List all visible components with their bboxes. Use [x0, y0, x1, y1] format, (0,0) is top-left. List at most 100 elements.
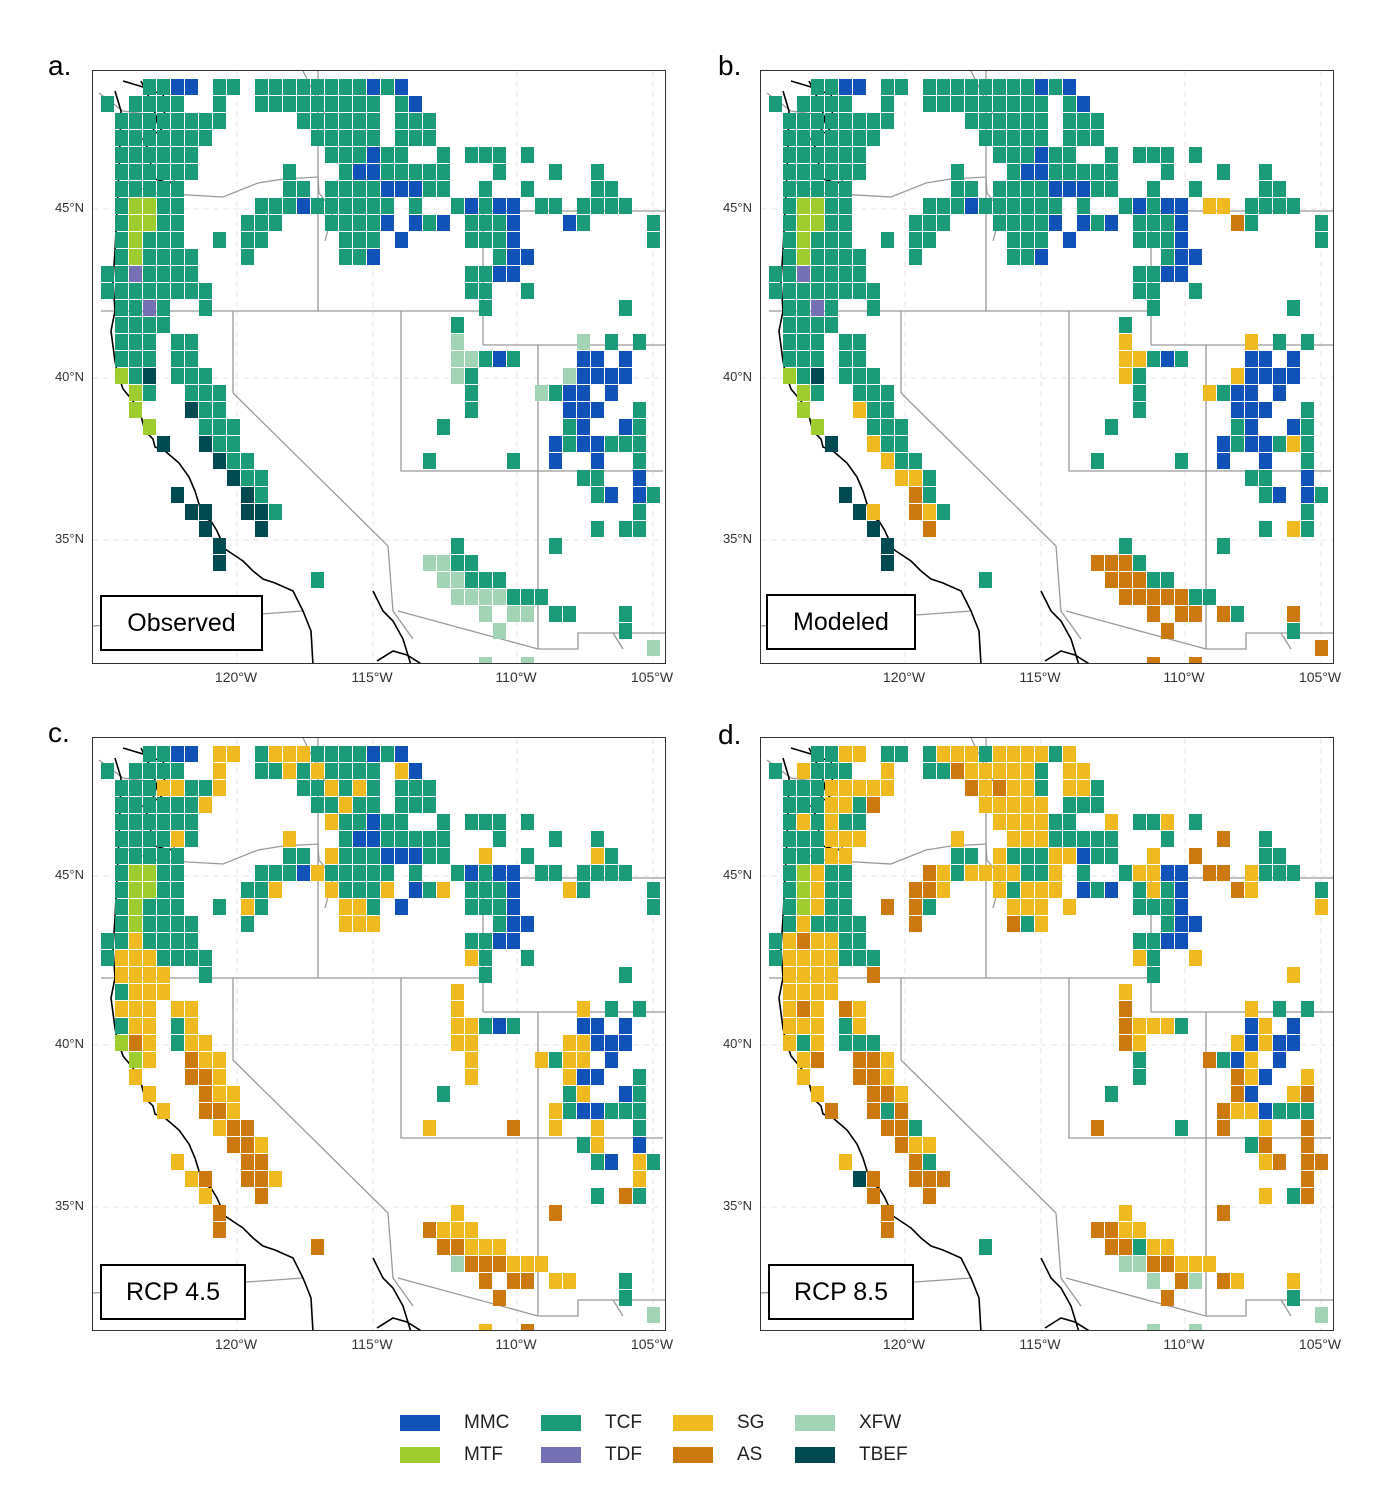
- grid-cell: [353, 164, 366, 180]
- grid-cell: [619, 1035, 632, 1051]
- grid-cell: [115, 300, 128, 316]
- grid-cell: [633, 1069, 646, 1085]
- grid-cell: [171, 351, 184, 367]
- grid-cell: [993, 882, 1006, 898]
- grid-cell: [1245, 1052, 1258, 1068]
- grid-cell: [1119, 334, 1132, 350]
- grid-cell: [157, 130, 170, 146]
- grid-cell: [881, 763, 894, 779]
- grid-cell: [825, 967, 838, 983]
- grid-cell: [171, 797, 184, 813]
- grid-cell: [577, 215, 590, 231]
- grid-cell: [839, 916, 852, 932]
- grid-cell: [1203, 1052, 1216, 1068]
- grid-cell: [297, 198, 310, 214]
- grid-cell: [409, 96, 422, 112]
- grid-cell: [1287, 300, 1300, 316]
- grid-cell: [867, 113, 880, 129]
- grid-cell: [979, 763, 992, 779]
- grid-cell: [157, 300, 170, 316]
- grid-cell: [867, 504, 880, 520]
- legend-item-as: AS: [673, 1444, 762, 1466]
- grid-cell: [143, 916, 156, 932]
- grid-cell: [465, 1035, 478, 1051]
- grid-cell: [241, 899, 254, 915]
- grid-cell: [1133, 589, 1146, 605]
- grid-cell: [1259, 1069, 1272, 1085]
- grid-cell: [1007, 164, 1020, 180]
- grid-cell: [1119, 1239, 1132, 1255]
- grid-cell: [951, 746, 964, 762]
- grid-cell: [881, 746, 894, 762]
- grid-cell: [311, 130, 324, 146]
- grid-cell: [1035, 882, 1048, 898]
- grid-cell: [1133, 283, 1146, 299]
- grid-cell: [1119, 589, 1132, 605]
- grid-cell: [825, 198, 838, 214]
- grid-cell: [409, 797, 422, 813]
- grid-cell: [1217, 164, 1230, 180]
- lon-label-105w-d: 105°W: [1298, 1336, 1342, 1352]
- grid-cell: [171, 950, 184, 966]
- grid-cell: [937, 763, 950, 779]
- grid-cell: [881, 1069, 894, 1085]
- legend-item-tbef: TBEF: [795, 1444, 908, 1466]
- grid-cell: [479, 1273, 492, 1289]
- lon-label-110w-d: 110°W: [1163, 1336, 1205, 1352]
- grid-cell: [853, 933, 866, 949]
- grid-cell: [591, 351, 604, 367]
- grid-cell: [1007, 147, 1020, 163]
- grid-cell: [1063, 831, 1076, 847]
- grid-cell: [465, 555, 478, 571]
- grid-cell: [129, 1018, 142, 1034]
- grid-cell: [937, 865, 950, 881]
- grid-cell: [129, 385, 142, 401]
- grid-cell: [1161, 1239, 1174, 1255]
- grid-cell: [797, 1035, 810, 1051]
- grid-cell: [811, 933, 824, 949]
- grid-cell: [881, 96, 894, 112]
- grid-cell: [1035, 865, 1048, 881]
- grid-cell: [143, 300, 156, 316]
- grid-cell: [297, 746, 310, 762]
- grid-cell: [199, 504, 212, 520]
- grid-cell: [115, 317, 128, 333]
- grid-cell: [1161, 1256, 1174, 1272]
- grid-cell: [171, 266, 184, 282]
- grid-cell: [1245, 1069, 1258, 1085]
- grid-cell: [157, 831, 170, 847]
- grid-cell: [825, 249, 838, 265]
- grid-cell: [465, 368, 478, 384]
- grid-cell: [1287, 606, 1300, 622]
- grid-cell: [923, 79, 936, 95]
- grid-cell: [465, 385, 478, 401]
- grid-cell: [1175, 215, 1188, 231]
- grid-cell: [171, 181, 184, 197]
- grid-cell: [297, 181, 310, 197]
- lon-label-120w-a: 120°W: [214, 669, 258, 685]
- grid-cell: [409, 865, 422, 881]
- grid-cell: [563, 368, 576, 384]
- grid-cell: [1147, 198, 1160, 214]
- grid-cell: [881, 419, 894, 435]
- legend-label-xfw: XFW: [859, 1412, 902, 1433]
- grid-cell: [381, 746, 394, 762]
- grid-cell: [1147, 283, 1160, 299]
- grid-cell: [1161, 933, 1174, 949]
- grid-cell: [1035, 130, 1048, 146]
- grid-cell: [811, 351, 824, 367]
- grid-cell: [811, 368, 824, 384]
- grid-cell: [507, 589, 520, 605]
- grid-cell: [255, 79, 268, 95]
- grid-cell: [633, 1188, 646, 1204]
- grid-cell: [549, 831, 562, 847]
- grid-cell: [923, 763, 936, 779]
- grid-cell: [1161, 198, 1174, 214]
- grid-cell: [1035, 831, 1048, 847]
- grid-cell: [1077, 780, 1090, 796]
- grid-cell: [129, 232, 142, 248]
- grid-cell: [227, 1103, 240, 1119]
- grid-cell: [213, 899, 226, 915]
- grid-cell: [549, 453, 562, 469]
- grid-cell: [1035, 147, 1048, 163]
